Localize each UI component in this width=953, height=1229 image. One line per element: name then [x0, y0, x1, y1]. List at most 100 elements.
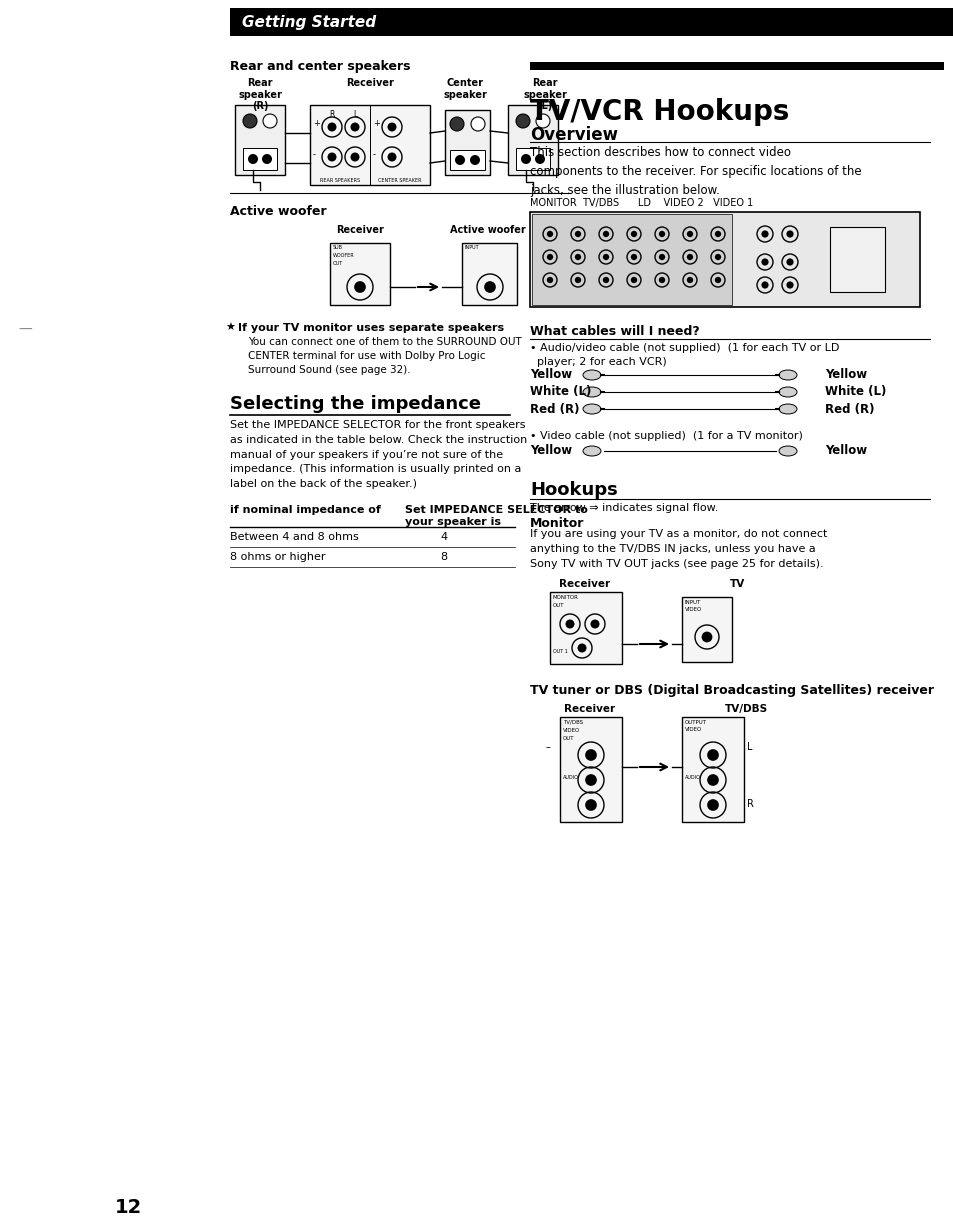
Text: Hookups: Hookups: [530, 481, 618, 499]
Text: -: -: [373, 150, 375, 160]
Text: Yellow: Yellow: [824, 369, 866, 381]
Text: WOOFER: WOOFER: [333, 253, 355, 258]
Text: White (L): White (L): [824, 386, 885, 398]
Text: Active woofer: Active woofer: [450, 225, 525, 235]
Text: The arrow ⇒ indicates signal flow.: The arrow ⇒ indicates signal flow.: [530, 503, 718, 512]
Circle shape: [714, 254, 720, 261]
Circle shape: [248, 154, 257, 163]
Text: You can connect one of them to the SURROUND OUT
CENTER terminal for use with Dol: You can connect one of them to the SURRO…: [248, 337, 521, 375]
Circle shape: [584, 799, 597, 811]
Bar: [243, 147, 276, 170]
Text: if nominal impedance of: if nominal impedance of: [230, 505, 380, 515]
Circle shape: [584, 774, 597, 785]
Text: MONITOR  TV/DBS      LD    VIDEO 2   VIDEO 1: MONITOR TV/DBS LD VIDEO 2 VIDEO 1: [530, 198, 753, 208]
Circle shape: [630, 231, 637, 237]
Circle shape: [602, 254, 609, 261]
Bar: [450, 150, 484, 170]
Bar: [516, 147, 550, 170]
Circle shape: [575, 231, 580, 237]
Bar: [681, 717, 743, 822]
Circle shape: [565, 619, 574, 628]
Text: TV/DBS: TV/DBS: [562, 720, 582, 725]
Bar: [681, 597, 731, 662]
Text: TV: TV: [729, 579, 744, 589]
Ellipse shape: [779, 446, 796, 456]
Text: REAR SPEAKERS: REAR SPEAKERS: [319, 178, 359, 183]
Circle shape: [575, 254, 580, 261]
Text: INPUT: INPUT: [684, 600, 700, 605]
Circle shape: [575, 277, 580, 283]
Text: White (L): White (L): [530, 386, 591, 398]
Circle shape: [706, 799, 719, 811]
Circle shape: [262, 154, 272, 163]
Text: TV tuner or DBS (Digital Broadcasting Satellites) receiver: TV tuner or DBS (Digital Broadcasting Sa…: [530, 685, 933, 697]
Text: TV/DBS: TV/DBS: [724, 704, 767, 714]
Circle shape: [387, 152, 396, 161]
Text: VIDEO: VIDEO: [684, 607, 701, 612]
Text: Red (R): Red (R): [530, 403, 578, 415]
Circle shape: [327, 152, 336, 161]
Text: CENTER SPEAKER: CENTER SPEAKER: [377, 178, 421, 183]
Text: 8 ohms or higher: 8 ohms or higher: [230, 552, 325, 562]
Circle shape: [535, 154, 544, 163]
Bar: [829, 227, 884, 293]
Text: L: L: [746, 742, 752, 752]
Text: Yellow: Yellow: [530, 445, 572, 457]
Text: Overview: Overview: [530, 127, 618, 144]
Ellipse shape: [582, 370, 600, 380]
Text: L: L: [353, 111, 356, 119]
Text: Rear and center speakers: Rear and center speakers: [230, 60, 410, 73]
Circle shape: [450, 117, 463, 132]
Circle shape: [630, 254, 637, 261]
Text: This section describes how to connect video
components to the receiver. For spec: This section describes how to connect vi…: [530, 146, 861, 197]
Bar: [559, 717, 621, 822]
Circle shape: [350, 123, 359, 132]
Text: OUT 1: OUT 1: [553, 649, 567, 654]
Text: INPUT: INPUT: [464, 245, 479, 249]
Bar: [530, 61, 943, 70]
Text: ★: ★: [225, 323, 234, 333]
Text: VIDEO: VIDEO: [562, 728, 579, 732]
Circle shape: [520, 154, 531, 163]
Circle shape: [546, 231, 553, 237]
Circle shape: [714, 277, 720, 283]
Text: Selecting the impedance: Selecting the impedance: [230, 395, 480, 413]
Text: Between 4 and 8 ohms: Between 4 and 8 ohms: [230, 532, 358, 542]
Text: Receiver: Receiver: [564, 704, 615, 714]
Text: OUT: OUT: [562, 736, 574, 741]
Text: AUDIO: AUDIO: [562, 775, 578, 780]
Ellipse shape: [582, 404, 600, 414]
Ellipse shape: [779, 370, 796, 380]
Text: Rear
speaker
(R): Rear speaker (R): [238, 77, 282, 111]
Circle shape: [706, 774, 719, 785]
Circle shape: [546, 277, 553, 283]
Text: TV/VCR Hookups: TV/VCR Hookups: [530, 98, 788, 127]
Ellipse shape: [582, 446, 600, 456]
Text: VIDEO: VIDEO: [684, 728, 701, 732]
Bar: [330, 243, 390, 305]
Circle shape: [470, 155, 479, 165]
Text: R: R: [746, 799, 753, 809]
Circle shape: [590, 619, 598, 628]
Text: Monitor: Monitor: [530, 517, 584, 530]
Circle shape: [785, 258, 793, 265]
Text: OUT: OUT: [333, 261, 343, 265]
Circle shape: [387, 123, 396, 132]
Text: Receiver: Receiver: [346, 77, 394, 88]
Text: 8: 8: [439, 552, 447, 562]
Circle shape: [516, 114, 530, 128]
Circle shape: [686, 277, 693, 283]
Text: 4: 4: [439, 532, 447, 542]
Text: • Audio/video cable (not supplied)  (1 for each TV or LD
  player; 2 for each VC: • Audio/video cable (not supplied) (1 fo…: [530, 343, 839, 367]
Bar: [230, 9, 953, 36]
Bar: [444, 111, 490, 175]
Circle shape: [354, 281, 365, 293]
Circle shape: [327, 123, 336, 132]
Circle shape: [577, 644, 586, 653]
Text: Yellow: Yellow: [824, 445, 866, 457]
Circle shape: [471, 117, 484, 132]
Text: Center
speaker: Center speaker: [442, 77, 486, 100]
Text: —: —: [18, 323, 31, 337]
Bar: [234, 104, 285, 175]
Circle shape: [686, 254, 693, 261]
